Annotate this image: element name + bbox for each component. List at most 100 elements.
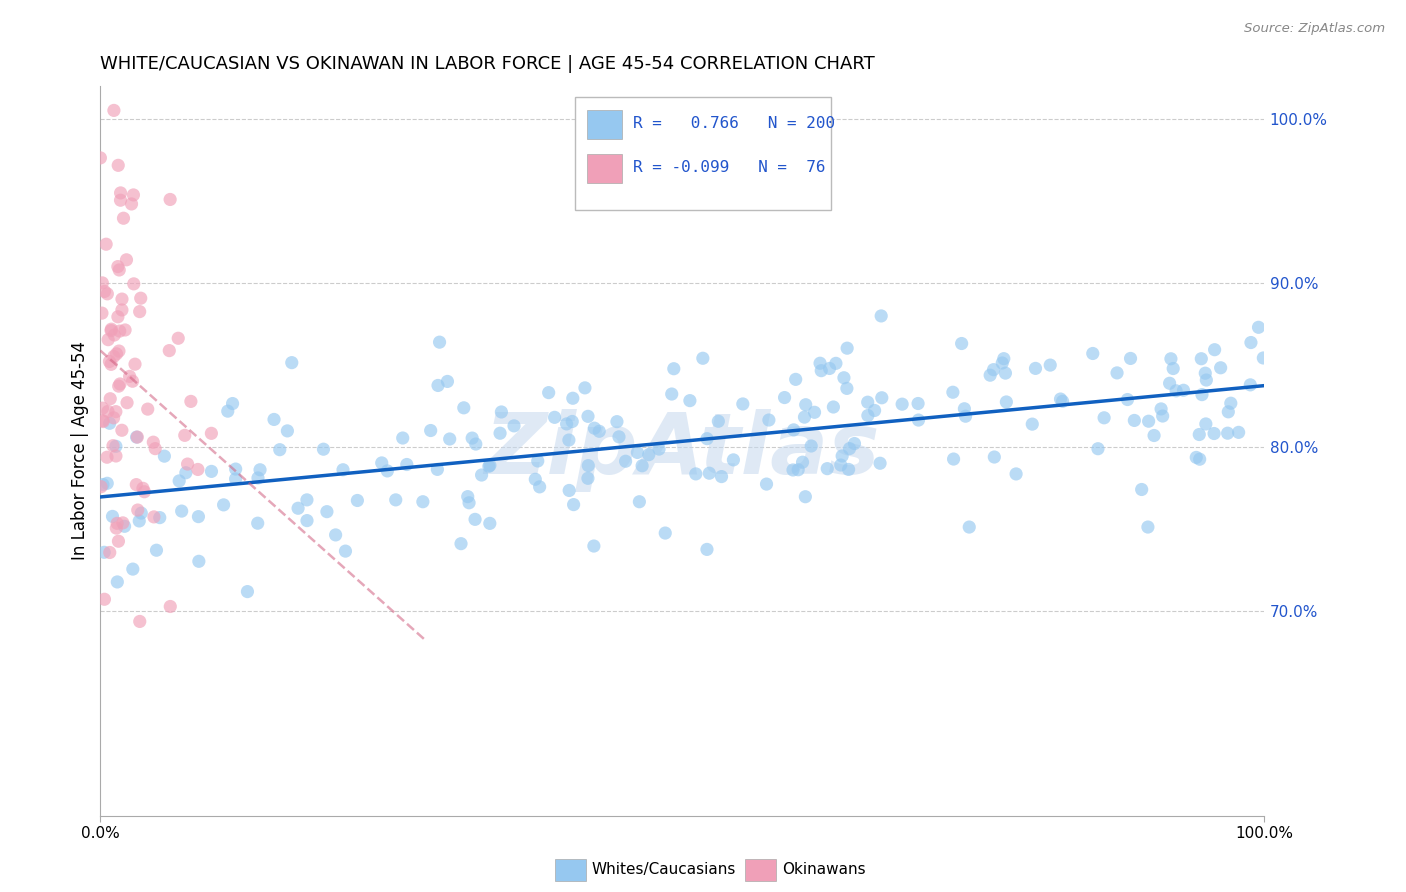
Point — [159, 193, 181, 207]
Point — [583, 421, 606, 435]
Text: Source: ZipAtlas.com: Source: ZipAtlas.com — [1244, 22, 1385, 36]
Point — [103, 103, 125, 118]
Point — [588, 425, 610, 439]
Point — [121, 374, 143, 388]
Point — [101, 509, 124, 524]
Point — [478, 458, 501, 473]
Point — [1130, 483, 1153, 497]
Point — [91, 401, 114, 416]
Point — [157, 343, 180, 358]
Point — [891, 397, 914, 411]
Point — [97, 404, 120, 418]
Point — [107, 379, 129, 393]
Text: WHITE/CAUCASIAN VS OKINAWAN IN LABOR FORCE | AGE 45-54 CORRELATION CHART: WHITE/CAUCASIAN VS OKINAWAN IN LABOR FOR… — [100, 55, 875, 73]
Point — [907, 396, 929, 410]
Point — [696, 432, 718, 446]
FancyBboxPatch shape — [586, 110, 621, 139]
Point — [412, 494, 434, 508]
Point — [856, 409, 879, 423]
Point — [98, 545, 121, 559]
Point — [187, 554, 209, 568]
Point — [825, 356, 848, 370]
Point — [132, 481, 155, 495]
Point — [1247, 320, 1270, 334]
Point — [104, 449, 127, 463]
Point — [225, 472, 247, 486]
Point — [375, 464, 398, 478]
Point — [837, 341, 859, 355]
Point — [993, 351, 1015, 366]
Point — [489, 426, 512, 441]
Point — [461, 431, 484, 445]
Point — [1123, 413, 1146, 427]
Point — [983, 450, 1005, 464]
Point — [478, 459, 501, 474]
Y-axis label: In Labor Force | Age 45-54: In Labor Force | Age 45-54 — [72, 342, 89, 560]
Point — [1188, 452, 1211, 467]
Point — [217, 404, 239, 418]
Point — [607, 430, 630, 444]
Point — [121, 197, 143, 211]
Point — [187, 462, 209, 476]
Point — [94, 237, 117, 252]
Point — [628, 494, 651, 508]
Point — [464, 512, 486, 526]
Point — [98, 354, 121, 368]
Point — [395, 458, 418, 472]
Point — [950, 336, 973, 351]
Point — [543, 410, 565, 425]
Point — [93, 545, 115, 559]
FancyBboxPatch shape — [575, 96, 831, 210]
Point — [115, 252, 138, 267]
Point — [111, 423, 134, 437]
Point — [685, 467, 707, 481]
Point — [1081, 346, 1104, 360]
Point — [576, 409, 599, 424]
Point — [471, 468, 494, 483]
Point — [537, 385, 560, 400]
Point — [122, 188, 145, 202]
Point — [626, 445, 648, 459]
Point — [953, 401, 976, 416]
Point — [439, 432, 461, 446]
Point — [1253, 351, 1275, 365]
Point — [105, 574, 128, 589]
Point — [200, 426, 222, 441]
Text: Whites/Caucasians: Whites/Caucasians — [592, 863, 737, 877]
Point — [818, 361, 841, 376]
Point — [143, 442, 166, 456]
Point — [869, 456, 891, 470]
Point — [870, 391, 893, 405]
Point — [108, 376, 131, 391]
Point — [830, 458, 852, 472]
Point — [723, 453, 745, 467]
Point — [107, 310, 129, 324]
Point — [631, 458, 654, 473]
Point — [104, 439, 127, 453]
Point — [835, 381, 858, 395]
Point — [91, 414, 114, 428]
Point — [1202, 426, 1225, 441]
Point — [710, 469, 733, 483]
Point — [561, 415, 583, 429]
Point — [107, 260, 129, 274]
Point — [142, 435, 165, 450]
Point — [110, 193, 132, 207]
Point — [1105, 366, 1128, 380]
Point — [1219, 396, 1241, 410]
Point — [1137, 414, 1160, 428]
Point — [111, 292, 134, 306]
Point — [1136, 520, 1159, 534]
Point — [174, 466, 197, 480]
Point — [731, 397, 754, 411]
Point — [142, 509, 165, 524]
Point — [1021, 417, 1043, 431]
Point — [785, 372, 807, 386]
Point — [212, 498, 235, 512]
Point — [942, 452, 965, 467]
Point — [574, 381, 596, 395]
Point — [793, 410, 815, 425]
Point — [136, 402, 159, 417]
Point — [1195, 373, 1218, 387]
Point — [436, 375, 458, 389]
